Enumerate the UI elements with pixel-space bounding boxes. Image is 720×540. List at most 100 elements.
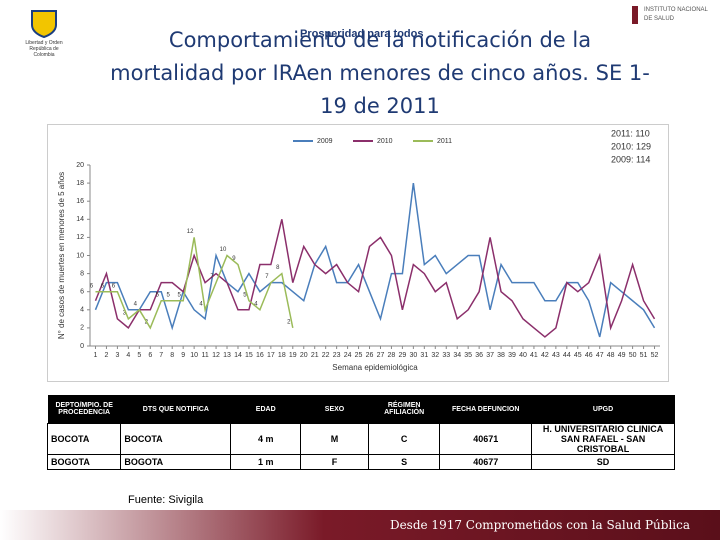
x-tick-label: 10	[190, 352, 198, 359]
data-label: 6	[112, 283, 116, 289]
data-label: 3	[123, 310, 127, 316]
x-tick-label: 33	[442, 352, 450, 359]
x-tick-label: 9	[181, 352, 185, 359]
x-tick-label: 22	[322, 352, 330, 359]
x-tick-label: 8	[170, 352, 174, 359]
x-tick-label: 35	[464, 352, 472, 359]
data-label: 10	[220, 247, 227, 253]
x-tick-label: 41	[530, 352, 538, 359]
column-header: DTS QUE NOTIFICA	[120, 395, 231, 424]
data-label: 6	[101, 283, 105, 289]
y-tick-label: 2	[80, 325, 84, 332]
legend-label: 2010	[377, 138, 393, 145]
x-tick-label: 13	[223, 352, 231, 359]
x-tick-label: 25	[355, 352, 363, 359]
annotation: 2011: 110	[611, 128, 650, 138]
x-tick-label: 27	[377, 352, 385, 359]
x-tick-label: 11	[201, 352, 208, 359]
data-label: 4	[199, 301, 203, 307]
table-cell: M	[300, 423, 369, 455]
x-tick-label: 15	[245, 352, 253, 359]
y-tick-label: 20	[76, 162, 84, 169]
x-tick-label: 24	[344, 352, 352, 359]
x-tick-label: 7	[159, 352, 163, 359]
table-cell: BOCOTA	[120, 423, 232, 455]
data-label: 9	[232, 256, 236, 262]
data-label: 8	[276, 265, 280, 271]
table-cell: BOGOTA	[46, 454, 122, 470]
x-tick-label: 1	[94, 352, 98, 359]
column-header: SEXO	[300, 395, 369, 424]
y-tick-label: 10	[76, 252, 84, 259]
y-tick-label: 18	[76, 180, 84, 187]
x-tick-label: 43	[552, 352, 560, 359]
footer-text: Desde 1917 Comprometidos con la Salud Pú…	[389, 518, 690, 532]
data-label: 5	[178, 292, 182, 298]
x-tick-label: 30	[409, 352, 417, 359]
y-tick-label: 14	[76, 216, 84, 223]
x-tick-label: 40	[519, 352, 527, 359]
cases-table: DEPTO/MPIO. DE PROCEDENCIA DTS QUE NOTIFI…	[46, 395, 675, 470]
data-label: 7	[210, 274, 214, 280]
prosperidad-logo: Prosperidad para todos	[300, 28, 424, 40]
x-tick-label: 2	[104, 352, 108, 359]
x-tick-label: 47	[596, 352, 604, 359]
x-tick-label: 18	[278, 352, 286, 359]
x-tick-label: 12	[212, 352, 220, 359]
x-tick-label: 42	[541, 352, 549, 359]
colombia-text: Libertad y Orden República de Colombia	[25, 40, 63, 58]
x-tick-label: 52	[651, 352, 659, 359]
data-label: 6	[90, 283, 94, 289]
table-cell: S	[367, 454, 441, 470]
x-tick-label: 28	[388, 352, 396, 359]
y-axis-title: N° de casos de muertes en menores de 5 a…	[57, 172, 66, 339]
x-tick-label: 31	[420, 352, 428, 359]
y-tick-label: 6	[80, 289, 84, 296]
x-tick-label: 50	[629, 352, 637, 359]
x-tick-label: 14	[234, 352, 242, 359]
table-cell: BOCOTA	[46, 423, 122, 455]
table-cell: F	[300, 454, 369, 470]
table-cell: H. UNIVERSITARIO CLINICA SAN RAFAEL - SA…	[531, 423, 675, 455]
data-label: 12	[187, 229, 194, 235]
x-tick-label: 26	[366, 352, 374, 359]
x-tick-label: 45	[574, 352, 582, 359]
y-tick-label: 0	[80, 343, 84, 350]
source: Fuente: Sivigila	[128, 494, 204, 506]
x-tick-label: 29	[399, 352, 407, 359]
x-tick-label: 49	[618, 352, 626, 359]
data-label: 4	[134, 301, 138, 307]
x-tick-label: 19	[289, 352, 297, 359]
column-header: UPGD	[531, 395, 675, 424]
x-tick-label: 37	[486, 352, 494, 359]
colombia-logo: Libertad y Orden República de Colombia	[22, 8, 66, 63]
data-label: 5	[243, 292, 247, 298]
data-label: 4	[254, 301, 258, 307]
data-label: 5	[156, 292, 160, 298]
x-tick-label: 6	[148, 352, 152, 359]
series-line	[94, 219, 656, 338]
x-tick-label: 17	[267, 352, 275, 359]
annotation: 2010: 129	[611, 141, 651, 151]
x-tick-label: 5	[137, 352, 141, 359]
data-label: 7	[265, 274, 269, 280]
x-tick-label: 23	[333, 352, 341, 359]
x-tick-label: 39	[508, 352, 516, 359]
x-tick-label: 21	[311, 352, 319, 359]
series-line	[95, 237, 294, 330]
legend-label: 2011	[437, 138, 452, 145]
table-cell: 1 m	[230, 454, 302, 470]
table-cell: SD	[531, 454, 675, 470]
y-tick-label: 8	[80, 270, 84, 277]
table-cell: 40677	[439, 454, 533, 470]
x-tick-label: 16	[256, 352, 264, 359]
x-tick-label: 44	[563, 352, 571, 359]
x-axis-title: Semana epidemiológica	[332, 363, 418, 372]
x-tick-label: 32	[431, 352, 439, 359]
table-cell: C	[367, 423, 441, 455]
annotation: 2009: 114	[611, 154, 650, 164]
series-line	[94, 182, 656, 338]
y-tick-label: 16	[76, 198, 84, 205]
y-tick-label: 4	[80, 307, 84, 314]
